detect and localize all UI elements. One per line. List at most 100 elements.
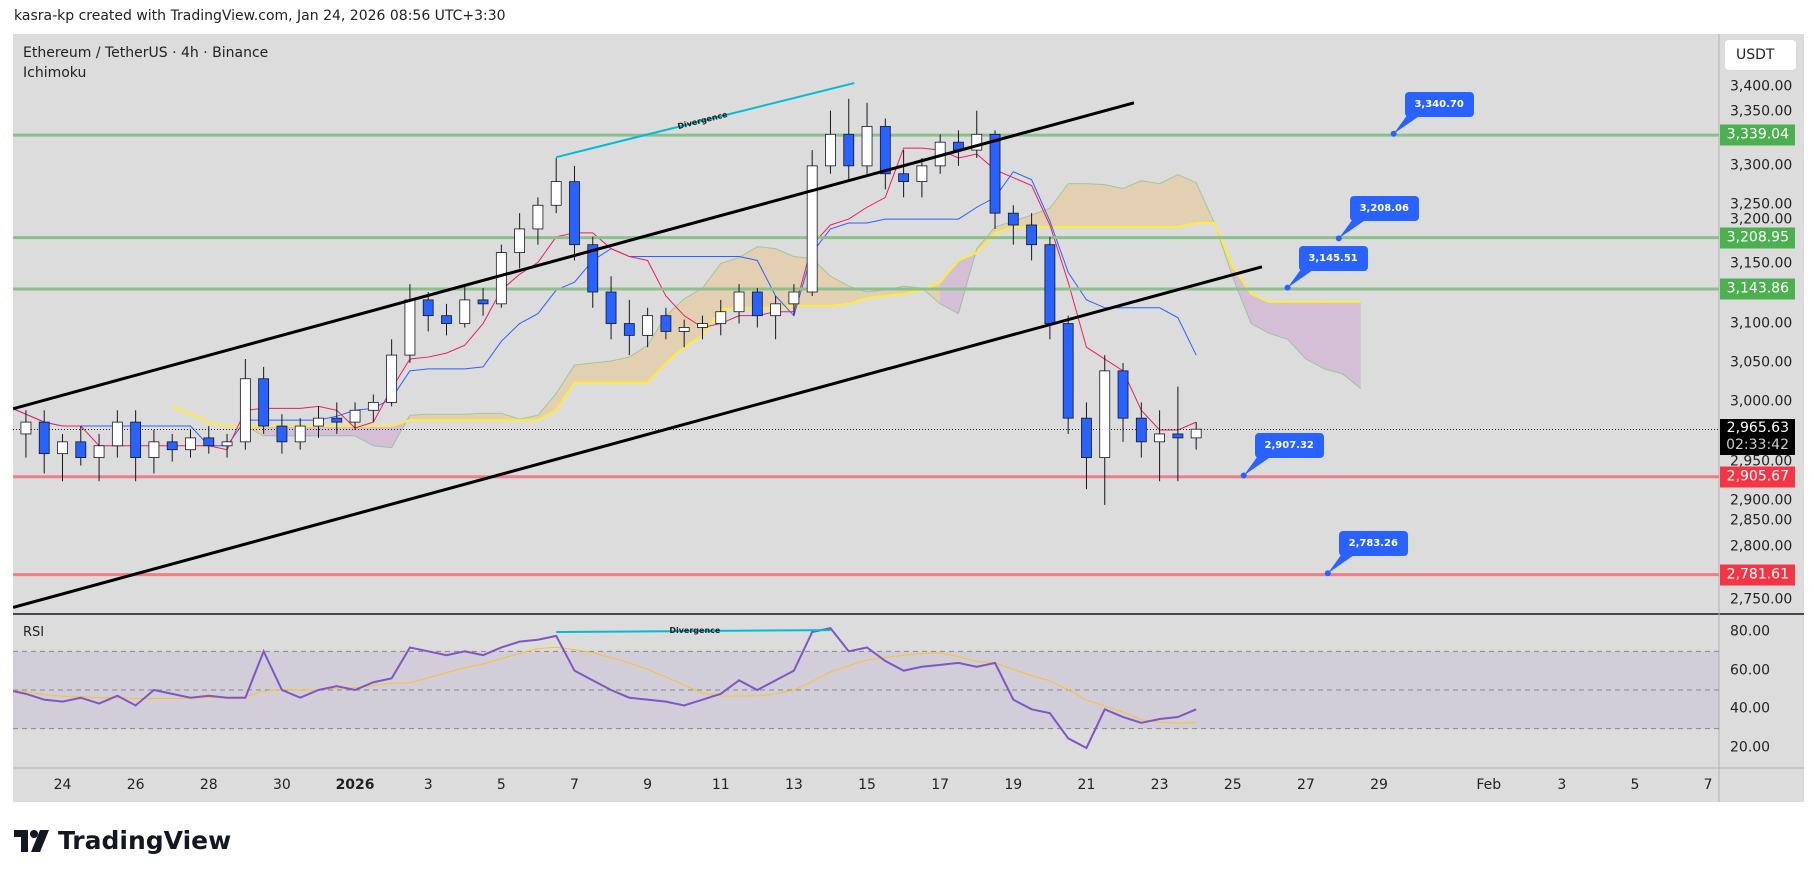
indicator-label-ichimoku[interactable]: Ichimoku <box>23 65 87 81</box>
ichimoku-cloud-segment <box>409 414 429 421</box>
ichimoku-cloud-segment <box>1342 301 1361 389</box>
callout-pointer <box>1393 111 1420 134</box>
time-tick: 25 <box>1223 777 1242 793</box>
ichimoku-cloud-segment <box>1031 208 1050 227</box>
price-tick: 3,200.00 <box>1730 211 1793 228</box>
ichimoku-cloud-segment <box>958 248 977 314</box>
price-callout[interactable]: 3,340.70 <box>1404 91 1474 117</box>
time-tick: 13 <box>784 777 803 793</box>
ichimoku-cloud-segment <box>318 426 337 436</box>
candle-up <box>221 441 233 447</box>
price-tick: 3,350.00 <box>1730 103 1793 120</box>
time-tick: 26 <box>126 777 145 793</box>
callout-anchor-dot <box>1324 570 1331 577</box>
candle-down <box>331 417 343 423</box>
level-label-resistance: 3,208.95 <box>1720 227 1795 249</box>
time-tick: 3 <box>423 777 433 793</box>
candle-up <box>20 421 32 435</box>
ichimoku-cloud-segment <box>1123 180 1142 227</box>
price-tick: 2,950.00 <box>1730 453 1793 470</box>
rsi-tick: 60.00 <box>1730 662 1771 679</box>
price-callout[interactable]: 2,907.32 <box>1254 433 1324 459</box>
ichimoku-cloud-segment <box>611 357 630 383</box>
ichimoku-cloud-segment <box>629 345 648 383</box>
candle-up <box>93 445 105 458</box>
ichimoku-cloud-segment <box>848 286 868 304</box>
ichimoku-cloud-segment <box>355 426 374 446</box>
ichimoku-span-b <box>171 222 1361 428</box>
candle-up <box>313 417 324 427</box>
ichimoku-cloud-segment <box>1287 301 1306 360</box>
ichimoku-cloud-segment <box>1177 174 1197 227</box>
ichimoku-cloud-segment <box>940 260 959 314</box>
candle-up <box>57 441 68 455</box>
rsi-line <box>13 627 1197 750</box>
ichimoku-cloud-segment <box>1269 301 1288 340</box>
ichimoku-cloud-segment <box>464 413 484 421</box>
callout-pointer <box>1287 265 1314 288</box>
ichimoku-cloud-segment <box>976 226 996 253</box>
time-tick: 15 <box>858 777 876 793</box>
ichimoku-cloud-segment <box>1086 183 1105 227</box>
candle-down <box>1044 244 1056 324</box>
candle-down <box>477 299 489 305</box>
candle-down <box>660 315 672 332</box>
candle-down <box>989 133 1001 214</box>
trendline-divergence-price <box>555 82 855 159</box>
ichimoku-cloud-segment <box>574 362 593 383</box>
price-tick: 3,400.00 <box>1730 78 1793 95</box>
price-tick: 2,750.00 <box>1730 591 1793 608</box>
ichimoku-span-a <box>172 174 1362 449</box>
trendline-divergence-rsi <box>556 629 831 633</box>
currency-selector[interactable]: USDT <box>1725 40 1796 70</box>
callout-pointer <box>1327 551 1354 574</box>
candle-up <box>294 425 306 443</box>
trendline-channel-upper <box>13 101 1135 411</box>
ichimoku-cloud-segment <box>336 426 356 436</box>
ichimoku-conversion-line <box>13 147 1197 451</box>
indicator-label-rsi[interactable]: RSI <box>23 625 45 640</box>
candle-up <box>367 401 379 411</box>
candle-down <box>605 291 617 324</box>
time-tick: 5 <box>496 777 506 793</box>
callout-pointer <box>1338 216 1365 239</box>
price-callout[interactable]: 2,783.26 <box>1338 531 1408 557</box>
candle-up <box>532 204 544 230</box>
price-tick: 2,900.00 <box>1730 492 1793 509</box>
ichimoku-cloud-segment <box>1141 180 1160 227</box>
ichimoku-cloud-segment <box>537 393 557 421</box>
level-label-support: 2,781.61 <box>1720 564 1795 586</box>
candle-up <box>185 437 196 451</box>
price-tick: 3,250.00 <box>1730 196 1793 213</box>
time-tick: 3 <box>1557 777 1567 793</box>
candle-down <box>879 126 891 175</box>
price-callout[interactable]: 3,208.06 <box>1349 196 1419 222</box>
symbol-title[interactable]: Ethereum / TetherUS · 4h · Binance <box>23 45 269 61</box>
time-tick: 24 <box>53 777 72 793</box>
chart-panel[interactable] <box>13 34 1804 802</box>
price-tick: 3,000.00 <box>1730 393 1793 410</box>
price-tick: 3,100.00 <box>1730 315 1793 332</box>
current-price-value: 2,965.63 <box>1726 420 1789 436</box>
candle-down <box>422 299 434 317</box>
candle-down <box>569 181 580 246</box>
candle-down <box>75 441 87 458</box>
callout-pointer <box>1243 453 1270 476</box>
candle-down <box>623 323 635 336</box>
tradingview-logo[interactable]: TradingView <box>14 826 231 855</box>
rsi-pane <box>13 627 1719 750</box>
ichimoku-cloud-segment <box>647 315 666 383</box>
callout-anchor-dot <box>1390 130 1397 137</box>
candle-up <box>825 133 836 167</box>
time-tick: 28 <box>199 777 218 793</box>
candle-up <box>1154 433 1165 443</box>
price-callout[interactable]: 3,145.51 <box>1298 245 1368 271</box>
candle-down <box>441 315 452 324</box>
callout-anchor-dot <box>1284 284 1291 291</box>
current-price-label: 2,965.63 02:33:42 <box>1720 419 1795 455</box>
candle-up <box>788 291 800 305</box>
ichimoku-cloud-segment <box>1049 183 1069 227</box>
price-tick: 3,050.00 <box>1730 354 1793 371</box>
candle-down <box>130 421 142 458</box>
